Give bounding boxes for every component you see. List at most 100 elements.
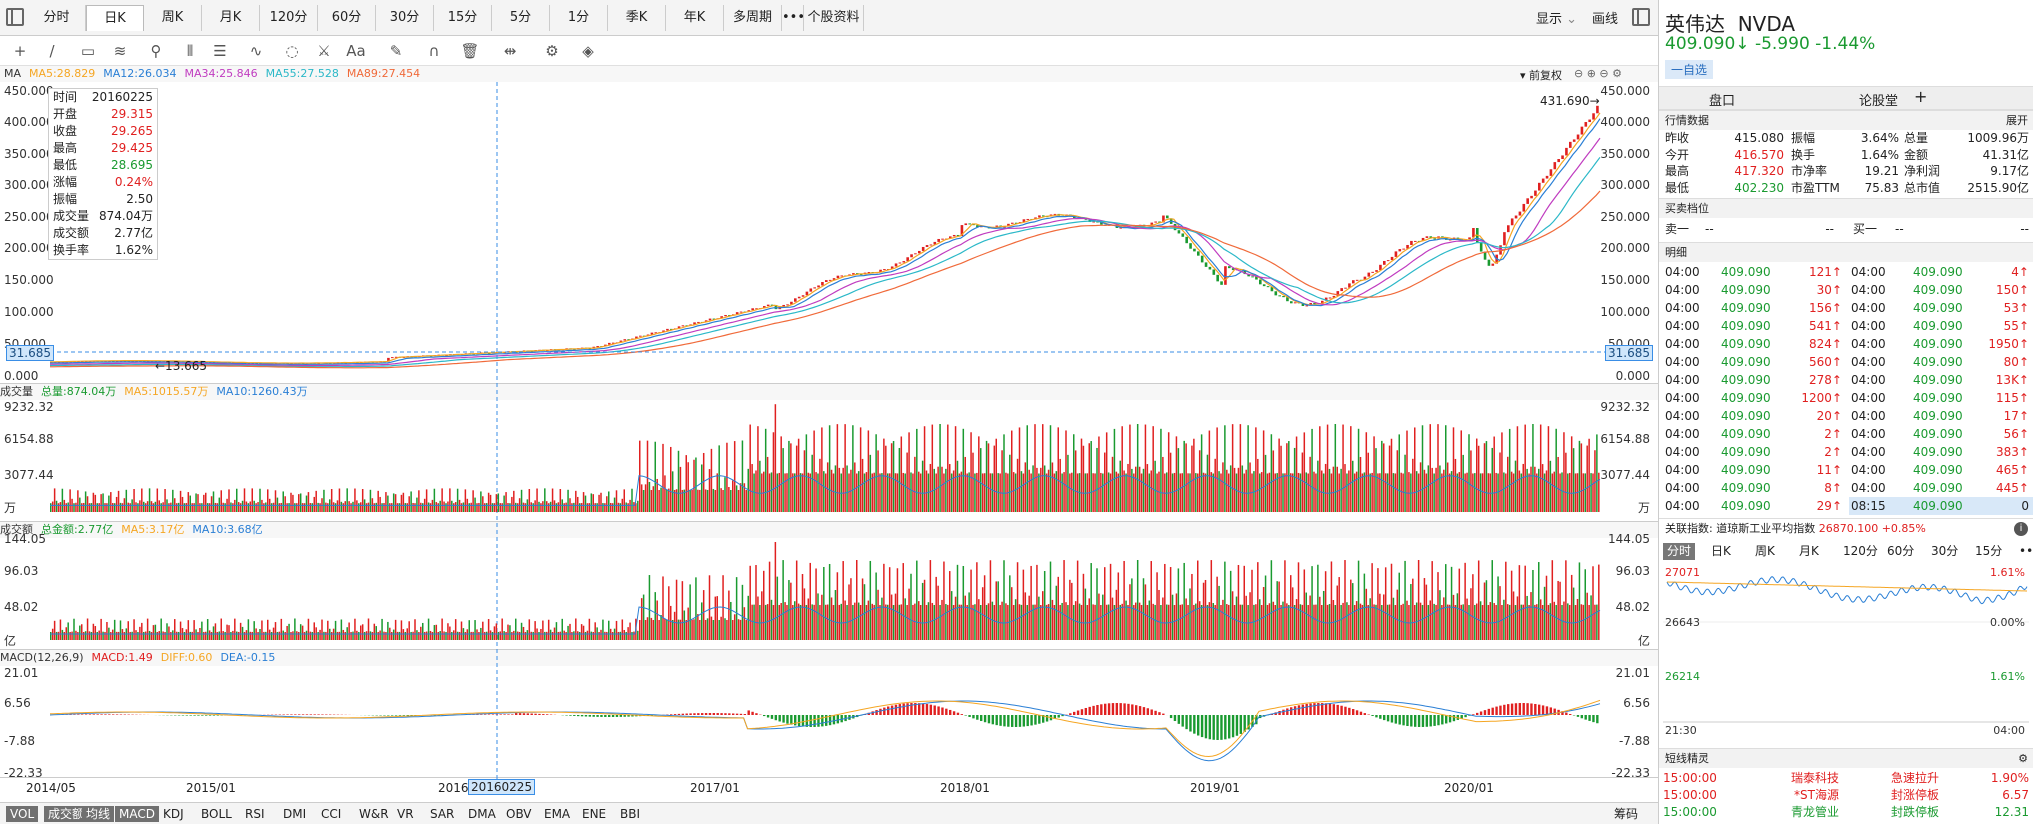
tab-9[interactable]: 1分 bbox=[550, 5, 608, 31]
tool-icon-0[interactable]: + bbox=[13, 42, 27, 60]
tab-11[interactable]: 年K bbox=[666, 5, 724, 31]
expand-link[interactable]: 展开 bbox=[2006, 114, 2028, 127]
tool-icon-14[interactable]: ⇹ bbox=[503, 42, 517, 60]
macd-bar bbox=[933, 705, 936, 715]
tab-10[interactable]: 季K bbox=[608, 5, 666, 31]
volume-bar bbox=[604, 631, 606, 640]
indicator-sar[interactable]: SAR bbox=[430, 807, 455, 821]
tab-4[interactable]: 120分 bbox=[260, 5, 318, 31]
tab-0[interactable]: 分时 bbox=[28, 5, 86, 31]
indicator-bbi[interactable]: BBI bbox=[620, 807, 641, 821]
volume-bar bbox=[730, 489, 732, 512]
indicator-均线[interactable]: 均线 bbox=[82, 806, 115, 822]
sidebar-tab-2[interactable]: + bbox=[1914, 87, 1928, 106]
price-pane[interactable]: MA MA5:28.829 MA12:26.034 MA34:25.846 MA55:2… bbox=[0, 66, 1658, 384]
tool-icon-8[interactable]: ◌ bbox=[285, 42, 299, 60]
tab-2[interactable]: 周K bbox=[144, 5, 202, 31]
mini-tab-4[interactable]: 120分 bbox=[1843, 544, 1878, 558]
tab-14[interactable]: 个股资料 bbox=[804, 5, 864, 31]
tool-icon-2[interactable]: ▭ bbox=[80, 42, 96, 60]
indicator-ene[interactable]: ENE bbox=[582, 807, 607, 821]
tool-icon-13[interactable]: 🗑 bbox=[460, 42, 480, 60]
amount-pane[interactable]: 成交额 总金额:2.77亿 MA5:3.17亿 MA10:3.68亿 bbox=[0, 522, 1658, 650]
indicator-成交额[interactable]: 成交额 bbox=[44, 806, 89, 822]
tab-6[interactable]: 30分 bbox=[376, 5, 434, 31]
indicator-dmi[interactable]: DMI bbox=[283, 807, 307, 821]
pane-controls[interactable]: ⊖ ⊕ ⊖ ⚙ bbox=[1574, 67, 1623, 80]
volume-bar bbox=[338, 631, 341, 640]
tab-12[interactable]: 多周期 bbox=[724, 5, 782, 31]
tool-icon-4[interactable]: ⚲ bbox=[150, 42, 162, 60]
volume-bar bbox=[307, 618, 310, 640]
tab-3[interactable]: 月K bbox=[202, 5, 260, 31]
indicator-dma[interactable]: DMA bbox=[468, 807, 496, 821]
volume-pane[interactable]: 成交量 总量:874.04万 MA5:1015.57万 MA10:1260.43万 bbox=[0, 384, 1658, 522]
mini-tab-8[interactable]: ••• bbox=[2019, 544, 2033, 558]
tool-icon-9[interactable]: ⚔ bbox=[317, 42, 331, 60]
display-menu[interactable]: 显示 ⌄ bbox=[1536, 12, 1578, 27]
mini-tab-6[interactable]: 30分 bbox=[1931, 544, 1959, 558]
tab-5[interactable]: 60分 bbox=[318, 5, 376, 31]
volume-bar bbox=[1009, 454, 1011, 512]
volume-bar bbox=[1040, 467, 1042, 512]
candle bbox=[608, 342, 611, 345]
tool-icon-6[interactable]: ☰ bbox=[213, 42, 227, 60]
macd-pane[interactable]: MACD(12,26,9) MACD:1.49 DIFF:0.60 DEA:-0.15 bbox=[0, 650, 1658, 778]
mini-tab-0[interactable]: 分时 bbox=[1663, 543, 1696, 560]
indicator-kdj[interactable]: KDJ bbox=[163, 807, 184, 821]
volume-bar bbox=[425, 489, 428, 512]
indicator-obv[interactable]: OBV bbox=[506, 807, 532, 821]
macd-bar bbox=[949, 709, 952, 715]
settings-icon[interactable]: ⚙ bbox=[2018, 752, 2028, 765]
sidebar-toggle-icon[interactable] bbox=[1632, 8, 1650, 26]
tool-icon-12[interactable]: ∩ bbox=[428, 42, 440, 60]
indicator-ema[interactable]: EMA bbox=[544, 807, 571, 821]
tool-icon-15[interactable]: ⚙ bbox=[545, 42, 559, 60]
mini-tab-2[interactable]: 周K bbox=[1755, 544, 1775, 558]
volume-bar bbox=[600, 629, 602, 640]
add-favorite-button[interactable]: 一自选 bbox=[1665, 60, 1714, 79]
tool-icon-11[interactable]: ✎ bbox=[389, 42, 403, 60]
indicator-vol[interactable]: VOL bbox=[6, 806, 39, 822]
draw-line-button[interactable]: 画线 bbox=[1592, 12, 1619, 27]
sidebar-tab-1[interactable]: 论股堂 bbox=[1859, 94, 1899, 109]
tab-1[interactable]: 日K bbox=[86, 5, 144, 31]
mini-tab-5[interactable]: 60分 bbox=[1887, 544, 1915, 558]
info-icon[interactable]: i bbox=[2014, 522, 2028, 536]
volume-bar bbox=[1129, 424, 1131, 512]
tool-icon-1[interactable]: / bbox=[49, 42, 55, 60]
mini-tab-3[interactable]: 月K bbox=[1799, 544, 1819, 558]
candle bbox=[1026, 218, 1030, 220]
tool-icon-5[interactable]: ⦀ bbox=[186, 42, 194, 60]
quote-cell: 总市值 bbox=[1904, 180, 1941, 195]
indicator-w&r[interactable]: W&R bbox=[359, 807, 389, 821]
tab-13[interactable]: ••• bbox=[782, 5, 805, 31]
indicator-cci[interactable]: CCI bbox=[321, 807, 342, 821]
adjust-menu[interactable]: ▾ 前复权 bbox=[1520, 69, 1563, 82]
tool-icon-7[interactable]: ∿ bbox=[249, 42, 263, 60]
panel-toggle-icon[interactable] bbox=[6, 8, 24, 26]
tool-icon-16[interactable]: ◈ bbox=[582, 42, 594, 60]
mini-tab-7[interactable]: 15分 bbox=[1975, 544, 2003, 558]
tab-8[interactable]: 5分 bbox=[492, 5, 550, 31]
sidebar-tab-0[interactable]: 盘口 bbox=[1709, 94, 1736, 109]
short-row[interactable]: 15:00:00 青龙管业 封跌停板 12.31 bbox=[1659, 804, 2033, 821]
related-index[interactable]: 关联指数: 道琼斯工业平均指数 26870.100 +0.85% i bbox=[1659, 518, 2033, 538]
indicator-vr[interactable]: VR bbox=[397, 807, 414, 821]
indicator-boll[interactable]: BOLL bbox=[201, 807, 232, 821]
mini-tab-1[interactable]: 日K bbox=[1711, 544, 1731, 558]
chips-button[interactable]: 筹码 bbox=[1614, 807, 1639, 821]
tab-7[interactable]: 15分 bbox=[434, 5, 492, 31]
short-row[interactable]: 15:00:00 瑞泰科技 急速拉升 1.90% bbox=[1659, 770, 2033, 787]
indicator-macd[interactable]: MACD bbox=[115, 806, 159, 822]
volume-bar bbox=[1520, 473, 1523, 512]
tool-icon-10[interactable]: Aa bbox=[346, 42, 366, 60]
indicator-rsi[interactable]: RSI bbox=[245, 807, 265, 821]
volume-bar bbox=[1187, 473, 1189, 512]
kline-chart[interactable] bbox=[0, 0, 1658, 800]
volume-bar bbox=[119, 620, 122, 640]
tool-icon-3[interactable]: ≋ bbox=[113, 42, 127, 60]
volume-ma-line bbox=[50, 475, 1601, 506]
short-row[interactable]: 15:00:00 *ST海源 封涨停板 6.57 bbox=[1659, 787, 2033, 804]
